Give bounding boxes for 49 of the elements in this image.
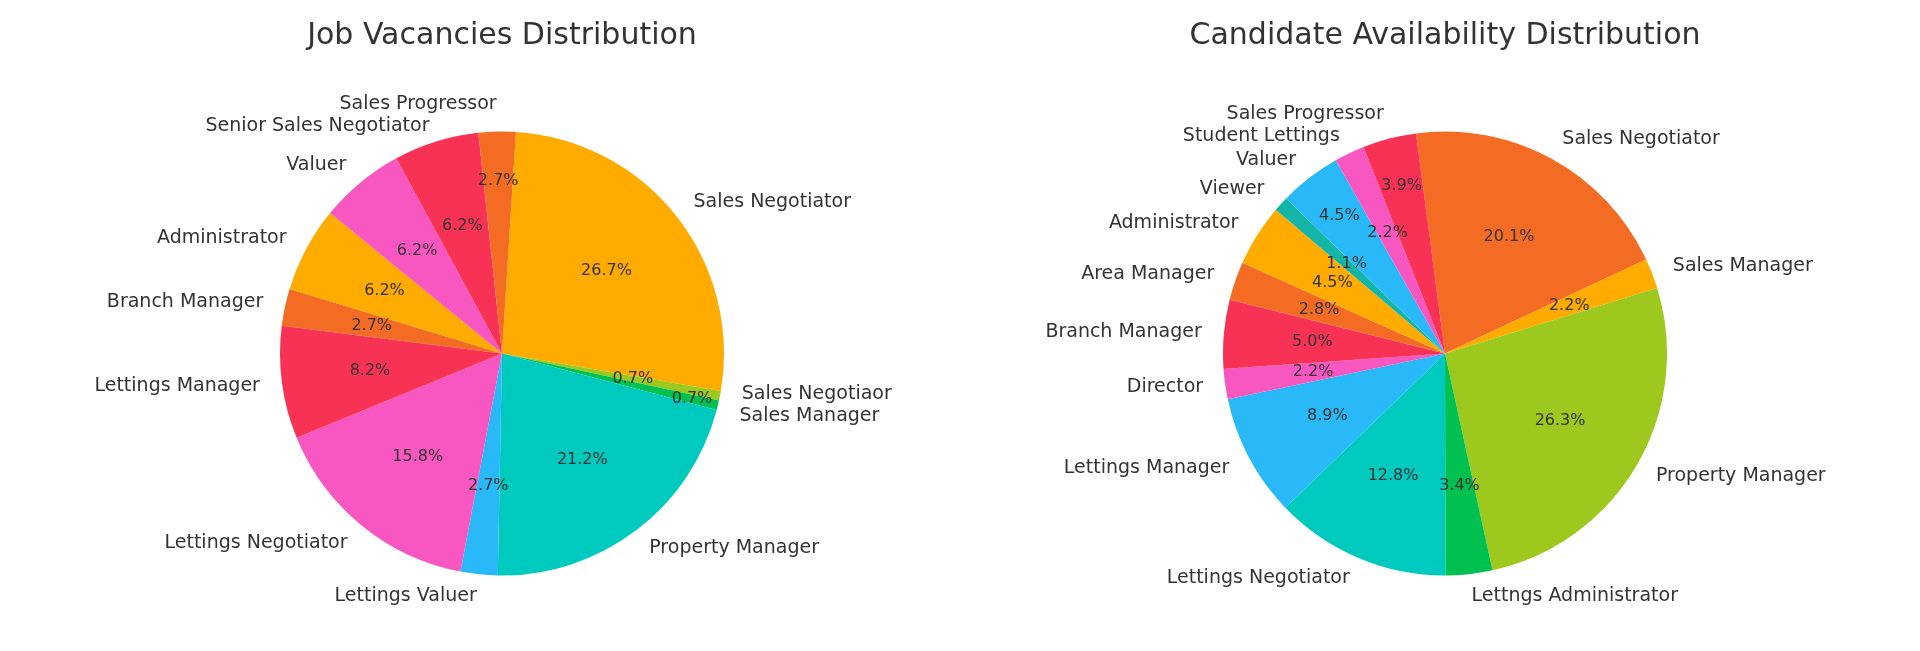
slice-label: Valuer (286, 152, 347, 175)
slice-label: Senior Sales Negotiator (205, 112, 430, 135)
slice-label: Viewer (1199, 176, 1265, 199)
data-label: 2.2% (1292, 361, 1334, 381)
chart-title: Job Vacancies Distribution (305, 15, 697, 51)
data-label: 4.5% (1319, 205, 1360, 225)
slice-label: Lettings Valuer (334, 583, 477, 606)
data-label: 6.2% (396, 240, 438, 260)
data-label: 26.3% (1534, 409, 1586, 429)
data-label: 8.9% (1307, 405, 1348, 425)
slice-label: Lettngs Administrator (1471, 583, 1679, 606)
data-label: 2.7% (351, 314, 393, 334)
slice-label: Property Manager (649, 535, 820, 558)
slice-label: Lettings Negotiator (164, 529, 348, 552)
slice-label: Sales Manager (1672, 252, 1813, 275)
slice-label: Student Lettings (1182, 123, 1340, 146)
slice-label: Valuer (1236, 146, 1297, 169)
slice-label: Lettings Manager (94, 372, 261, 395)
data-label: 6.2% (442, 215, 483, 235)
data-label: 12.8% (1367, 465, 1419, 485)
chart-title: Candidate Availability Distribution (1189, 15, 1701, 51)
data-label: 6.2% (364, 279, 405, 299)
data-label: 1.1% (1326, 252, 1367, 272)
slice-label: Sales Progressor (1226, 100, 1384, 123)
data-label: 21.2% (556, 448, 608, 468)
slice-label: Administrator (157, 225, 287, 248)
data-label: 26.7% (581, 260, 632, 280)
data-label: 4.5% (1312, 271, 1353, 291)
data-label: 2.8% (1298, 299, 1340, 319)
slice-label: Sales Manager (739, 403, 880, 426)
data-label: 2.7% (477, 169, 519, 189)
data-label: 15.8% (392, 445, 444, 465)
data-label: 5.0% (1291, 330, 1333, 350)
slice-label: Sales Negotiator (1562, 126, 1720, 149)
data-label: 2.2% (1548, 294, 1590, 314)
slice-label: Director (1126, 374, 1204, 397)
slice-label: Lettings Manager (1063, 454, 1230, 477)
slice-label: Branch Manager (1045, 319, 1202, 342)
data-label: 20.1% (1483, 225, 1535, 245)
slice-label: Sales Negotiaor (741, 381, 892, 404)
slice-label: Sales Progressor (339, 90, 497, 113)
data-label: 3.9% (1381, 175, 1422, 195)
slice-label: Lettings Negotiator (1166, 565, 1350, 588)
slice-label: Administrator (1108, 210, 1239, 233)
slice-label: Area Manager (1081, 260, 1215, 283)
slice-label: Sales Negotiator (693, 188, 852, 211)
slice-label: Branch Manager (106, 289, 264, 312)
slice-label: Property Manager (1655, 463, 1826, 486)
data-label: 8.2% (349, 360, 391, 380)
